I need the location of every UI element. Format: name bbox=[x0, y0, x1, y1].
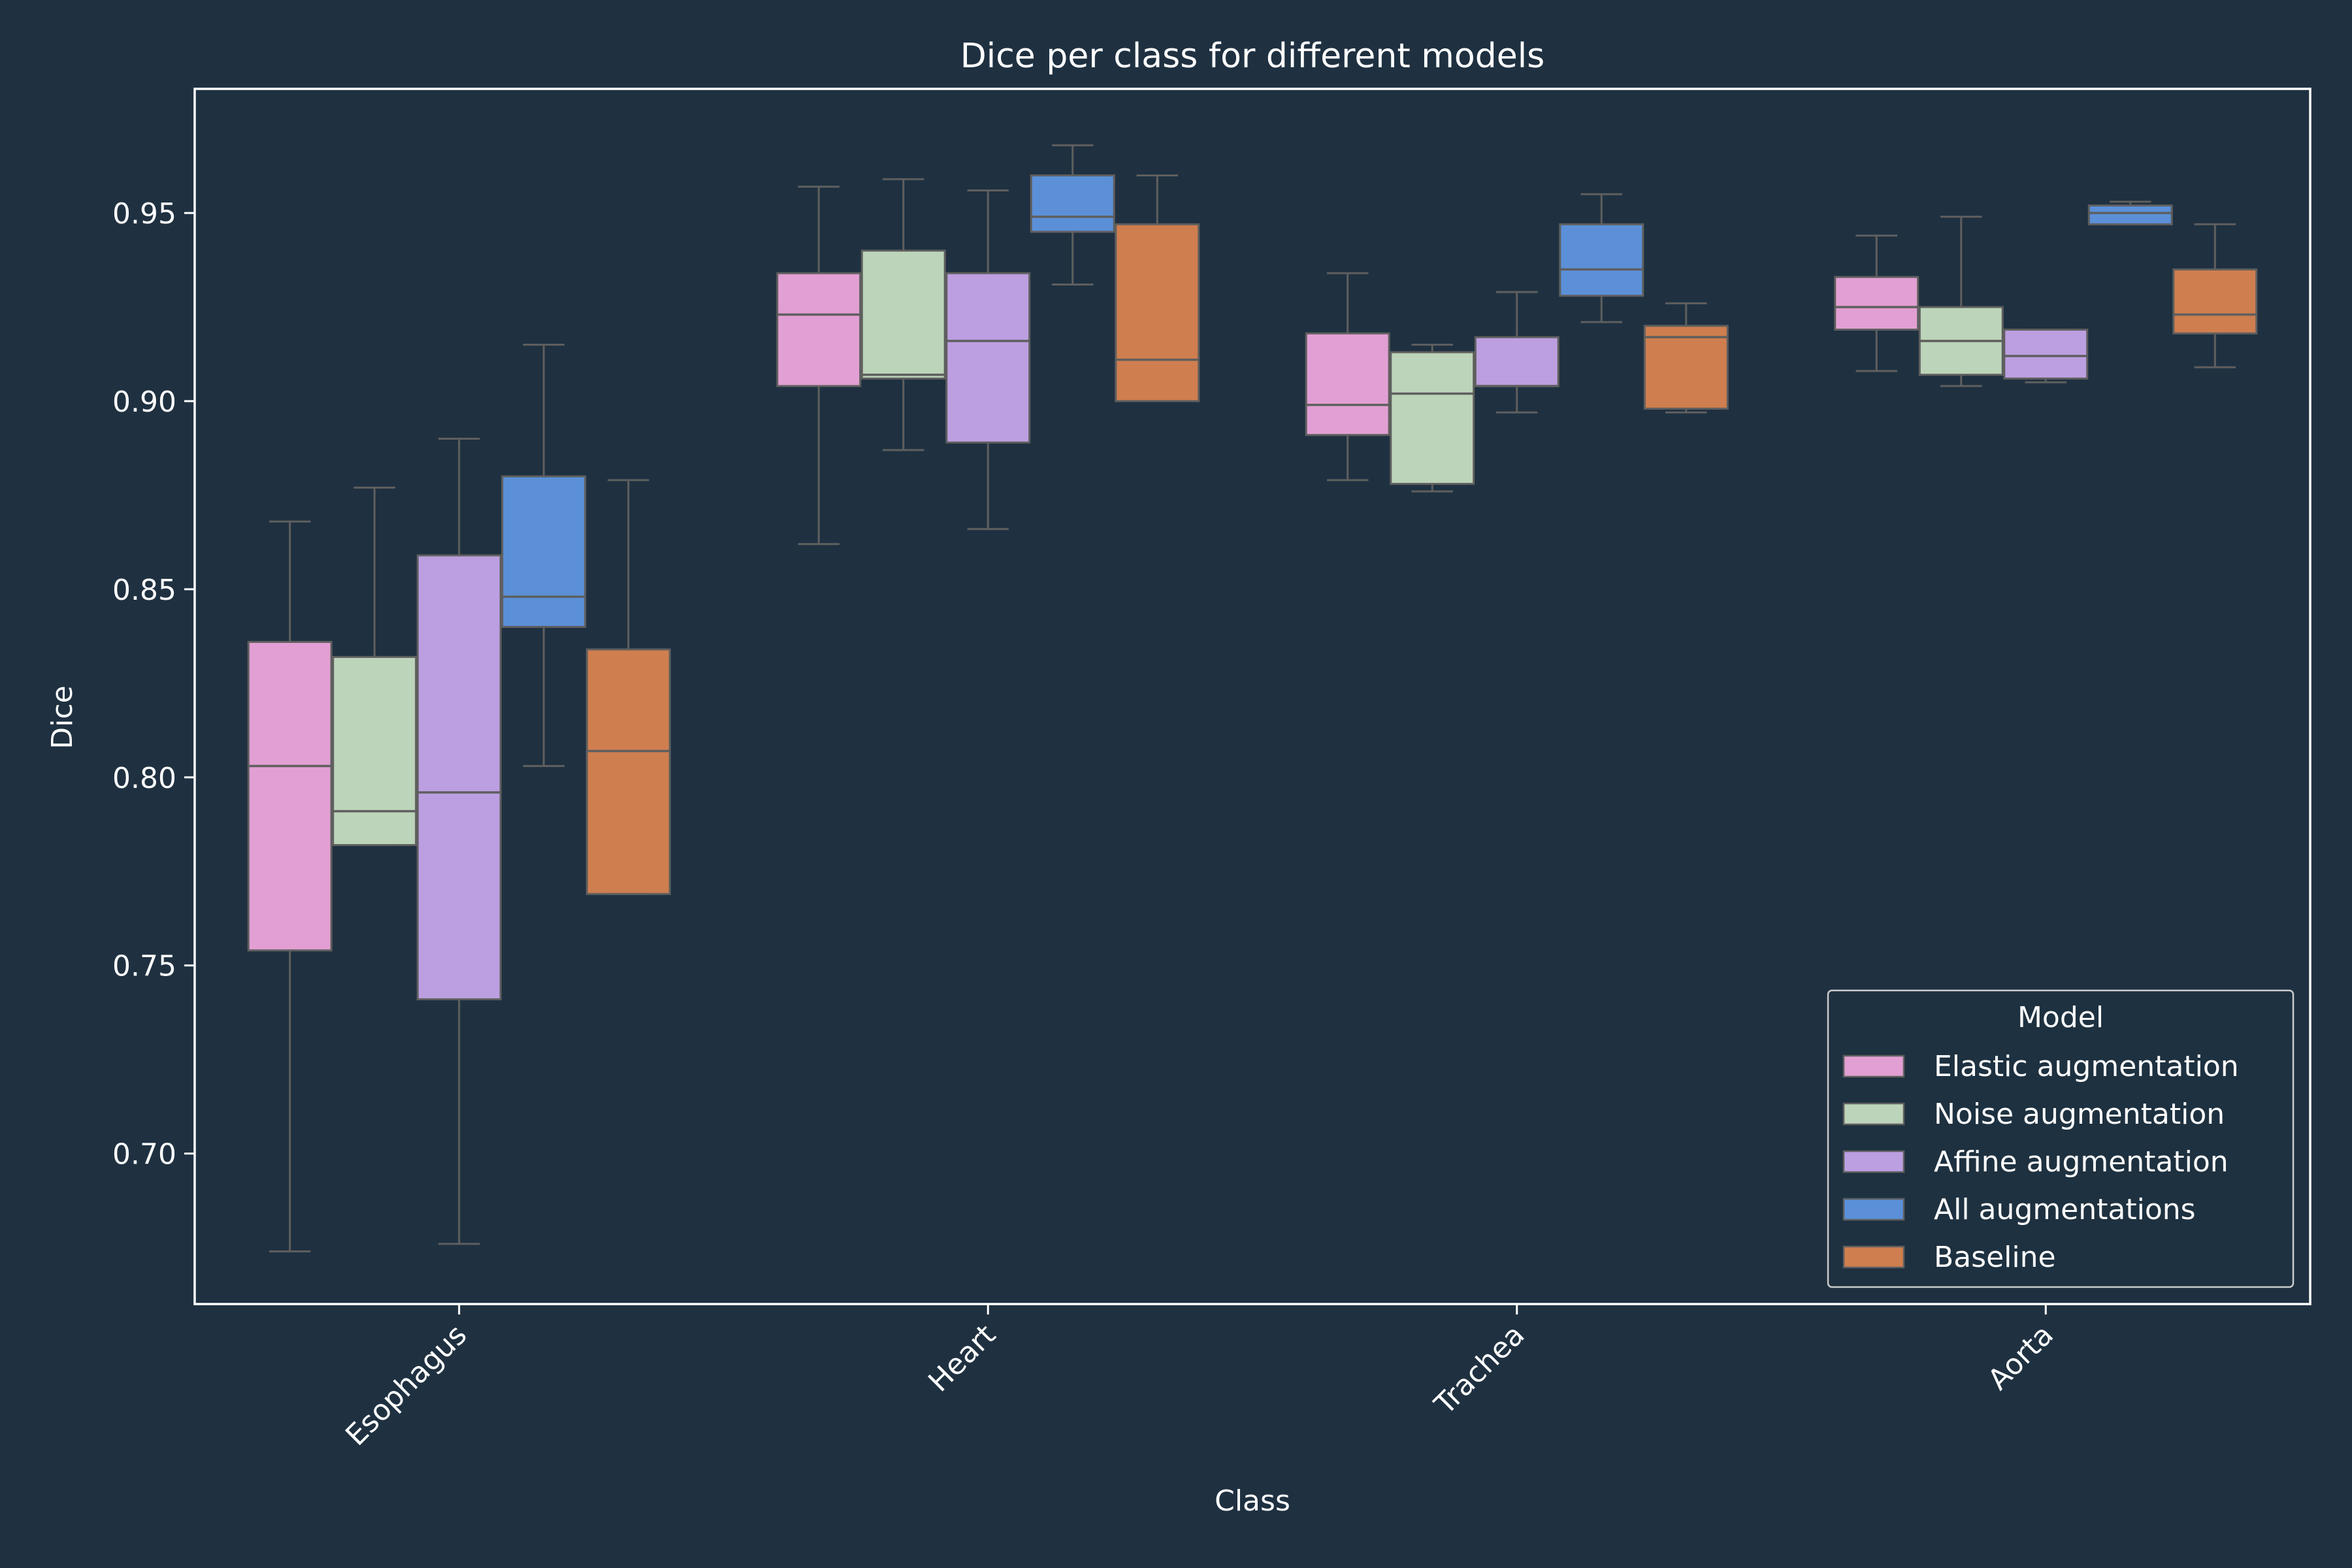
legend-label: Elastic augmentation bbox=[1934, 1050, 2239, 1083]
box-baseline-esophagus bbox=[585, 479, 671, 895]
box-affine-augmentation-heart bbox=[945, 189, 1031, 531]
box-all-augmentations-esophagus bbox=[501, 344, 587, 768]
legend-swatch bbox=[1842, 1102, 1905, 1126]
box-all-augmentations-trachea bbox=[1559, 193, 1644, 323]
box-noise-augmentation-heart bbox=[860, 178, 946, 451]
box-body bbox=[1115, 223, 1200, 402]
box-baseline-trachea bbox=[1643, 302, 1729, 414]
box-baseline-heart bbox=[1115, 174, 1200, 402]
box-body bbox=[1834, 276, 1919, 331]
box-body bbox=[1474, 336, 1560, 387]
box-body bbox=[1305, 332, 1390, 436]
chart-title: Dice per class for different models bbox=[960, 37, 1545, 76]
legend-label: Noise augmentation bbox=[1934, 1098, 2225, 1131]
box-body bbox=[945, 272, 1031, 444]
box-body bbox=[1030, 174, 1115, 233]
y-tick-label: 0.95 bbox=[112, 197, 176, 231]
legend-frame bbox=[1827, 989, 2295, 1288]
y-tick-label: 0.90 bbox=[112, 385, 176, 419]
legend-swatch bbox=[1842, 1245, 1905, 1269]
legend-swatch bbox=[1842, 1150, 1905, 1173]
box-body bbox=[416, 554, 502, 1001]
box-all-augmentations-aorta bbox=[2087, 201, 2173, 225]
box-body bbox=[247, 641, 333, 952]
box-elastic-augmentation-heart bbox=[776, 186, 862, 546]
legend-label: Affine augmentation bbox=[1934, 1145, 2229, 1179]
box-noise-augmentation-esophagus bbox=[332, 486, 417, 846]
y-tick-label: 0.85 bbox=[112, 574, 176, 607]
box-body bbox=[585, 648, 671, 895]
box-affine-augmentation-trachea bbox=[1474, 291, 1560, 414]
box-affine-augmentation-aorta bbox=[2003, 329, 2089, 384]
plot-area bbox=[247, 144, 2258, 1252]
box-body bbox=[776, 272, 862, 387]
legend-title: Model bbox=[2017, 1001, 2104, 1034]
box-body bbox=[2087, 204, 2173, 225]
box-affine-augmentation-esophagus bbox=[416, 438, 502, 1245]
axes-frame bbox=[193, 88, 2311, 1305]
box-body bbox=[2172, 268, 2258, 335]
box-noise-augmentation-trachea bbox=[1390, 344, 1475, 493]
box-noise-augmentation-aorta bbox=[1918, 216, 2004, 387]
box-body bbox=[2003, 329, 2089, 380]
box-body bbox=[1390, 351, 1475, 485]
box-baseline-aorta bbox=[2172, 223, 2258, 368]
y-tick-label: 0.75 bbox=[112, 950, 176, 983]
box-all-augmentations-heart bbox=[1030, 144, 1115, 286]
legend: Model Elastic augmentation Noise augmenta… bbox=[1827, 989, 2295, 1288]
box-body bbox=[501, 475, 587, 628]
box-body bbox=[1643, 325, 1729, 410]
box-body bbox=[860, 250, 946, 380]
box-elastic-augmentation-aorta bbox=[1834, 235, 1919, 372]
legend-label: Baseline bbox=[1934, 1241, 2056, 1274]
box-elastic-augmentation-trachea bbox=[1305, 272, 1390, 482]
y-axis-ticks: 0.70 0.75 0.80 0.85 0.90 0.95 bbox=[112, 197, 195, 1171]
y-axis-label: Dice bbox=[46, 685, 79, 749]
y-tick-label: 0.70 bbox=[112, 1138, 176, 1171]
box-elastic-augmentation-esophagus bbox=[247, 520, 333, 1252]
y-tick-label: 0.80 bbox=[112, 762, 176, 795]
box-body bbox=[332, 656, 417, 846]
legend-items: Elastic augmentation Noise augmentation Af… bbox=[1842, 1050, 2239, 1274]
x-axis-label: Class bbox=[1215, 1484, 1290, 1518]
legend-label: All augmentations bbox=[1934, 1193, 2196, 1226]
legend-swatch bbox=[1842, 1054, 1905, 1078]
legend-swatch bbox=[1842, 1198, 1905, 1221]
box-body bbox=[1559, 223, 1644, 297]
